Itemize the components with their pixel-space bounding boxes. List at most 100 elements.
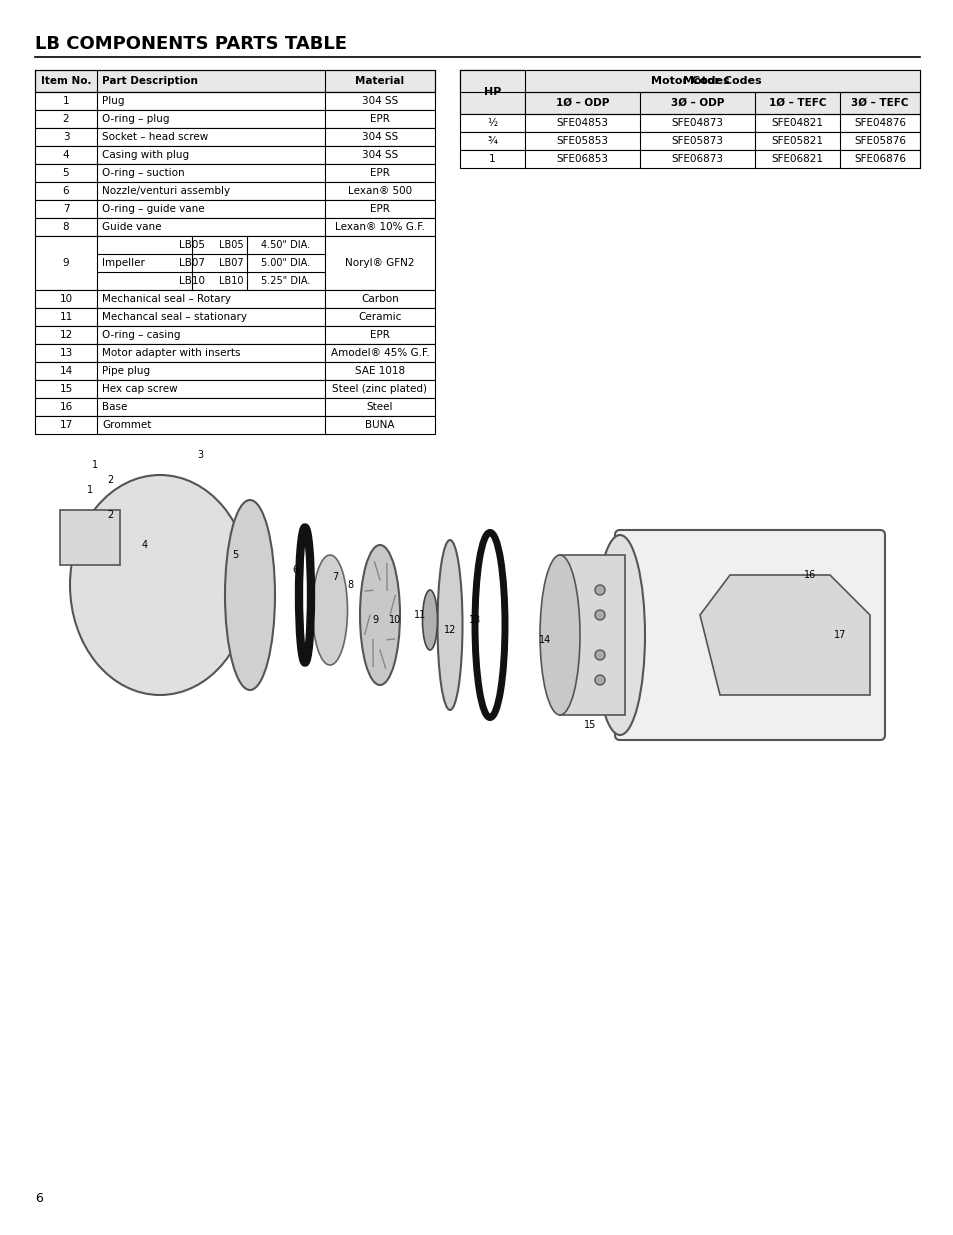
Text: Motor Codes: Motor Codes	[650, 77, 728, 86]
Text: Ceramic: Ceramic	[358, 312, 401, 322]
Text: 8: 8	[63, 222, 70, 232]
Text: 2: 2	[107, 510, 113, 520]
Bar	[35, 128, 435, 146]
Text: EPR: EPR	[370, 168, 390, 178]
Bar	[459, 114, 919, 132]
Text: LB10: LB10	[219, 275, 244, 287]
Ellipse shape	[595, 535, 644, 735]
Bar	[459, 70, 524, 114]
Text: 9: 9	[372, 615, 377, 625]
Text: 3Ø – ODP: 3Ø – ODP	[670, 98, 723, 107]
Text: 1: 1	[87, 485, 93, 495]
Text: ¾: ¾	[487, 136, 497, 146]
Text: 3: 3	[196, 450, 203, 459]
Text: 4: 4	[63, 149, 70, 161]
Text: Impeller: Impeller	[102, 258, 145, 268]
Text: Amodel® 45% G.F.: Amodel® 45% G.F.	[331, 348, 429, 358]
Bar	[35, 362, 435, 380]
Text: Plug: Plug	[102, 96, 125, 106]
Text: 12: 12	[443, 625, 456, 635]
Text: LB05: LB05	[179, 240, 205, 249]
Text: EPR: EPR	[370, 330, 390, 340]
Bar	[35, 164, 435, 182]
Ellipse shape	[225, 500, 274, 690]
Text: 13: 13	[468, 615, 480, 625]
Text: SFE06873: SFE06873	[671, 154, 722, 164]
Bar	[459, 149, 919, 168]
Text: 2: 2	[107, 475, 113, 485]
Text: HP: HP	[483, 86, 500, 98]
Text: SFE06876: SFE06876	[853, 154, 905, 164]
Text: 9: 9	[63, 258, 70, 268]
Ellipse shape	[70, 475, 250, 695]
Text: 3Ø – TEFC: 3Ø – TEFC	[850, 98, 908, 107]
Bar	[35, 146, 435, 164]
Bar	[35, 380, 435, 398]
Text: 15: 15	[59, 384, 72, 394]
Bar	[35, 219, 435, 236]
Text: LB10: LB10	[179, 275, 205, 287]
Text: Socket – head screw: Socket – head screw	[102, 132, 208, 142]
Text: 17: 17	[833, 630, 845, 640]
Text: SAE 1018: SAE 1018	[355, 366, 405, 375]
Ellipse shape	[437, 540, 462, 710]
Bar	[60, 510, 120, 564]
Text: O-ring – guide vane: O-ring – guide vane	[102, 204, 204, 214]
Text: 304 SS: 304 SS	[361, 96, 397, 106]
Text: SFE04821: SFE04821	[771, 119, 822, 128]
Ellipse shape	[313, 555, 347, 664]
Text: SFE06853: SFE06853	[556, 154, 608, 164]
Text: 14: 14	[538, 635, 551, 645]
Text: 1: 1	[91, 459, 98, 471]
Text: ½: ½	[487, 119, 497, 128]
Text: SFE05853: SFE05853	[556, 136, 608, 146]
Circle shape	[595, 676, 604, 685]
Bar	[35, 236, 435, 290]
Bar	[459, 132, 919, 149]
Text: Guide vane: Guide vane	[102, 222, 161, 232]
Text: Nozzle/venturi assembly: Nozzle/venturi assembly	[102, 186, 230, 196]
Text: Hex cap screw: Hex cap screw	[102, 384, 177, 394]
Bar	[559, 555, 624, 715]
Text: 7: 7	[63, 204, 70, 214]
Bar	[459, 70, 919, 91]
Text: Item No.: Item No.	[41, 77, 91, 86]
Bar	[35, 345, 435, 362]
Bar	[754, 91, 840, 114]
Text: Steel (zinc plated): Steel (zinc plated)	[333, 384, 427, 394]
Text: 8: 8	[347, 580, 353, 590]
Text: Noryl® GFN2: Noryl® GFN2	[345, 258, 415, 268]
Text: 4: 4	[142, 540, 148, 550]
Text: 16: 16	[803, 571, 815, 580]
Text: 17: 17	[59, 420, 72, 430]
Text: Mechancal seal – stationary: Mechancal seal – stationary	[102, 312, 247, 322]
Text: 3: 3	[63, 132, 70, 142]
Text: Carbon: Carbon	[361, 294, 398, 304]
Circle shape	[595, 585, 604, 595]
Text: 16: 16	[59, 403, 72, 412]
Bar	[35, 290, 435, 308]
Text: 1Ø – ODP: 1Ø – ODP	[556, 98, 609, 107]
Bar	[639, 91, 754, 114]
Text: Base: Base	[102, 403, 128, 412]
Text: SFE04853: SFE04853	[556, 119, 608, 128]
Text: SFE06821: SFE06821	[771, 154, 822, 164]
Text: Part Description: Part Description	[102, 77, 197, 86]
Polygon shape	[700, 576, 869, 695]
Text: SFE05876: SFE05876	[853, 136, 905, 146]
Text: 7: 7	[332, 572, 337, 582]
Text: 2: 2	[63, 114, 70, 124]
Bar	[35, 182, 435, 200]
Text: SFE04873: SFE04873	[671, 119, 722, 128]
Text: SFE05821: SFE05821	[771, 136, 822, 146]
Text: Mechanical seal – Rotary: Mechanical seal – Rotary	[102, 294, 231, 304]
Text: 304 SS: 304 SS	[361, 132, 397, 142]
Text: 6: 6	[35, 1192, 43, 1205]
Text: O-ring – casing: O-ring – casing	[102, 330, 180, 340]
Text: EPR: EPR	[370, 204, 390, 214]
Bar	[524, 91, 639, 114]
Text: Steel: Steel	[366, 403, 393, 412]
Text: 14: 14	[59, 366, 72, 375]
Bar	[35, 326, 435, 345]
Bar	[35, 416, 435, 433]
